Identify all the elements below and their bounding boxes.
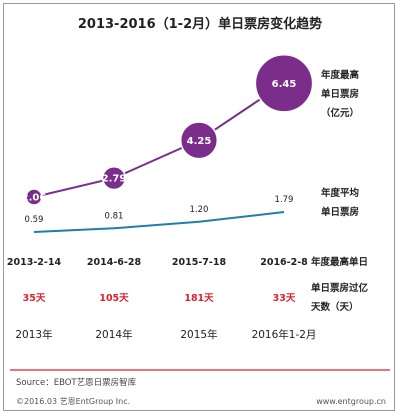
footer-right: www.entgroup.cn <box>316 397 386 406</box>
legend-avg-line-2: 单日票房 <box>321 206 359 218</box>
avg-value-label: 1.20 <box>190 205 209 215</box>
avg-series: 0.59 0.81 1.20 1.79 <box>25 195 294 233</box>
year-label: 2016年1-2月 <box>252 328 317 341</box>
peak-value-label: 2.79 <box>102 174 127 185</box>
avg-line <box>33 211 285 233</box>
chart-frame: 2013-2016（1-2月）单日票房变化趋势 2.06 2.79 4.25 6.45… <box>3 3 395 411</box>
peak-date: 2013-2-14 <box>7 257 62 268</box>
peak-value-label: 2.06 <box>22 193 47 204</box>
peak-value-label: 6.45 <box>272 79 297 90</box>
peak-bubble <box>254 53 314 113</box>
days-over-100m: 33天 <box>273 293 296 304</box>
avg-value-label: 0.81 <box>105 211 124 221</box>
avg-value-label: 0.59 <box>25 215 44 225</box>
legend-date-label: 年度最高单日 <box>311 256 368 268</box>
days-over-100m: 105天 <box>99 293 129 304</box>
legend-days-line-2: 天数（天） <box>311 301 359 313</box>
peak-line <box>33 82 285 198</box>
peak-bubble <box>101 165 127 191</box>
peak-bubble <box>25 188 43 206</box>
year-label: 2015年 <box>180 328 217 341</box>
year-label: 2014年 <box>95 328 132 341</box>
days-row: 35天 105天 181天 33天 <box>23 293 296 304</box>
legend-days-line-1: 单日票房过亿 <box>311 282 369 294</box>
days-over-100m: 181天 <box>184 293 214 304</box>
peak-date: 2015-7-18 <box>172 257 227 268</box>
dates-row: 2013-2-14 2014-6-28 2015-7-18 2016-2-8 <box>7 257 308 268</box>
peak-value-label: 4.25 <box>187 136 212 147</box>
footer-left: ©2016.03 艺恩EntGroup Inc. <box>16 397 130 406</box>
legend-avg-line-1: 年度平均 <box>321 187 360 199</box>
legend-peak-line-1: 年度最高 <box>321 69 360 81</box>
peak-bubble <box>179 121 219 160</box>
chart-title: 2013-2016（1-2月）单日票房变化趋势 <box>78 16 322 32</box>
source-text: Source：EBOT艺恩日票房智库 <box>16 377 137 388</box>
days-over-100m: 35天 <box>23 293 46 304</box>
avg-value-label: 1.79 <box>275 195 294 205</box>
legend-peak-line-2: 单日票房 <box>321 88 359 100</box>
peak-date: 2014-6-28 <box>87 257 142 268</box>
peak-date: 2016-2-8 <box>260 257 308 268</box>
peak-series: 2.06 2.79 4.25 6.45 <box>22 53 314 206</box>
year-label: 2013年 <box>15 328 52 341</box>
years-row: 2013年 2014年 2015年 2016年1-2月 <box>15 328 316 341</box>
chart-svg: 2013-2016（1-2月）单日票房变化趋势 2.06 2.79 4.25 6.45… <box>7 16 390 406</box>
legend-peak-line-3: （亿元） <box>321 107 359 119</box>
